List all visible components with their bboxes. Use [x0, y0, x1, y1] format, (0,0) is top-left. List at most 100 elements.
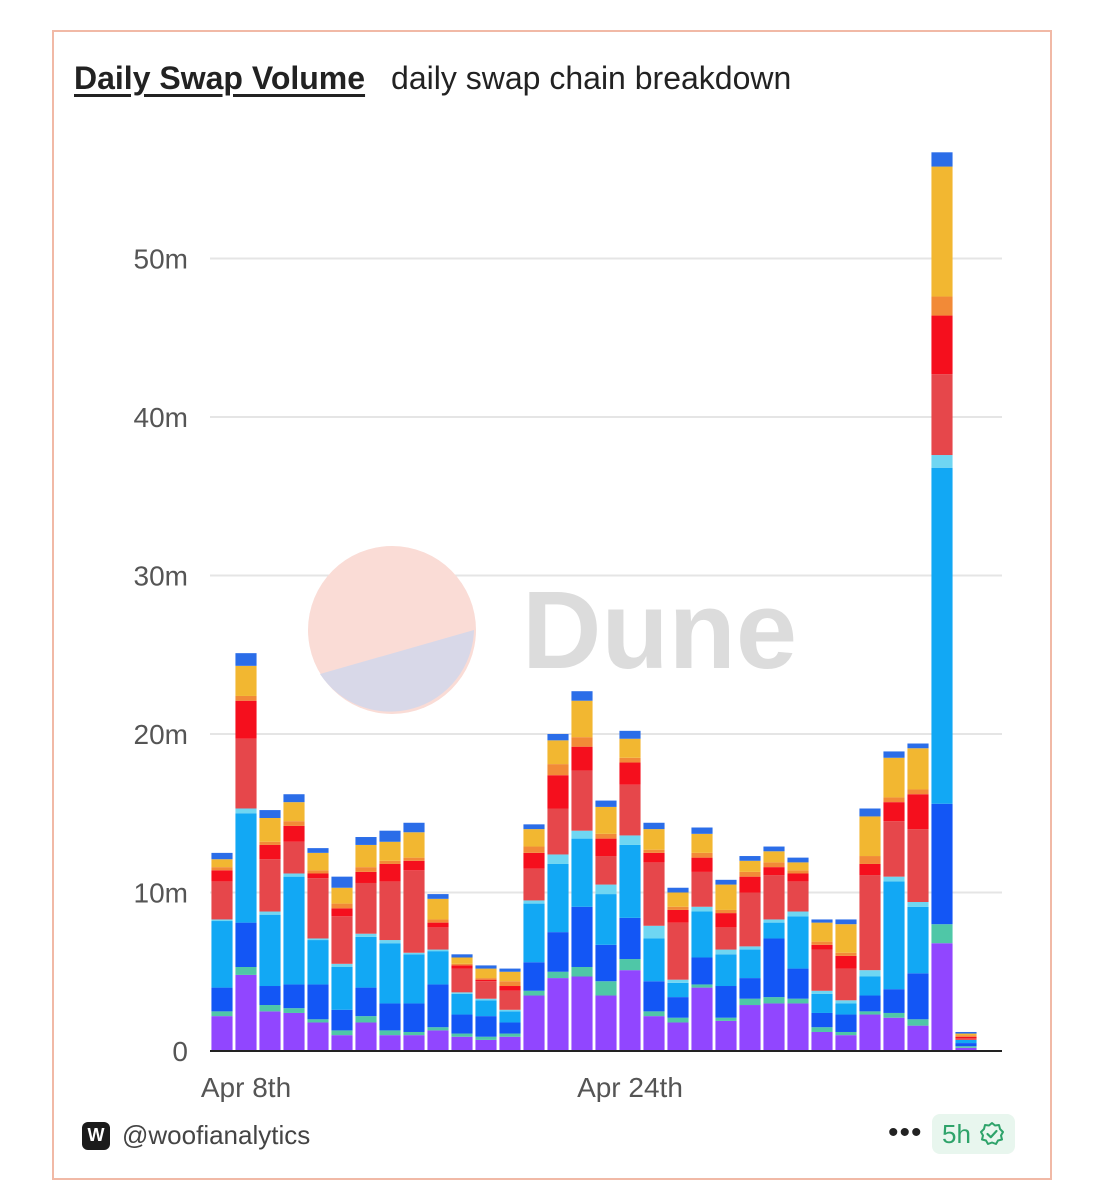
bar-segment: [547, 863, 569, 933]
bar-segment: [571, 770, 593, 831]
bar-segment: [763, 938, 785, 998]
bar-segment: [307, 873, 329, 879]
bar-segment: [547, 854, 569, 864]
bar-segment: [259, 986, 281, 1006]
bar-segment: [571, 700, 593, 738]
x-tick-label: Apr 24th: [577, 1072, 683, 1102]
bar-segment: [883, 757, 905, 798]
bar-segment: [547, 971, 569, 979]
bar-segment: [283, 984, 305, 1009]
bar-segment: [499, 1036, 521, 1052]
bar-segment: [595, 981, 617, 996]
bar-segment: [883, 1012, 905, 1018]
bar-segment: [523, 903, 545, 963]
bar-segment: [955, 1031, 977, 1034]
bar-segment: [643, 822, 665, 830]
bar-segment: [859, 970, 881, 977]
bar-segment: [955, 1036, 977, 1039]
bar-segment: [667, 909, 689, 923]
bar-segment: [619, 738, 641, 758]
bar-segment: [427, 949, 449, 952]
bar-segment: [835, 968, 857, 1001]
bar-segment: [715, 913, 737, 928]
bar-segment: [379, 830, 401, 842]
author-handle[interactable]: @woofianalytics: [122, 1120, 311, 1150]
bar-segment: [475, 1016, 497, 1037]
bar-segment: [235, 700, 257, 739]
bar-segment: [307, 938, 329, 941]
bar-segment: [427, 1027, 449, 1031]
bar-segment: [667, 982, 689, 998]
bar-segment: [619, 784, 641, 836]
verified-check-icon: [979, 1122, 1004, 1145]
bar-segment: [883, 802, 905, 822]
bar-segment: [835, 1000, 857, 1004]
y-tick-label: 0: [172, 1036, 188, 1067]
bar-segment: [763, 1003, 785, 1051]
bar-segment: [307, 940, 329, 985]
bar-segment: [547, 932, 569, 972]
bar-segment: [379, 1003, 401, 1031]
bar-segment: [331, 963, 353, 967]
bar-segment: [787, 911, 809, 917]
bar-segment: [907, 794, 929, 830]
dune-watermark: Dune: [308, 546, 797, 714]
bar-segment: [331, 876, 353, 888]
bar-segment: [931, 924, 953, 944]
bar-segment: [283, 841, 305, 874]
bar-segment: [331, 1030, 353, 1036]
bar-segment: [643, 1011, 665, 1017]
bar-segment: [211, 867, 233, 871]
bar-segment: [739, 860, 761, 872]
bar-segment: [787, 998, 809, 1004]
bar-segment: [859, 816, 881, 857]
bar-segment: [595, 995, 617, 1051]
bar-segment: [355, 1022, 377, 1051]
bar-segment: [451, 1036, 473, 1052]
bars: [211, 152, 977, 1052]
bar-segment: [547, 978, 569, 1051]
bar-segment: [835, 1014, 857, 1032]
bar-segment: [307, 1022, 329, 1051]
more-options-icon[interactable]: •••: [888, 1116, 923, 1149]
bar-segment: [571, 838, 593, 907]
bar-segment: [403, 1035, 425, 1051]
bar-segment: [235, 813, 257, 923]
stacked-bar-chart: Dune 0 10m 20m 30m 40m 50m Apr 8th Apr 24th: [134, 152, 1002, 1102]
bar-segment: [883, 821, 905, 877]
bar-segment: [475, 979, 497, 982]
bar-segment: [499, 1011, 521, 1023]
bar-segment: [907, 1025, 929, 1051]
bar-segment: [883, 751, 905, 758]
bar-segment: [355, 1016, 377, 1023]
bar-segment: [691, 857, 713, 872]
bar-segment: [403, 1031, 425, 1036]
bar-segment: [523, 990, 545, 996]
bar-segment: [259, 859, 281, 912]
bar-segment: [763, 846, 785, 852]
bar-segment: [523, 824, 545, 830]
chart-title-link[interactable]: Daily Swap Volume: [74, 60, 366, 96]
y-tick-label: 40m: [134, 402, 188, 433]
bar-segment: [691, 827, 713, 834]
bar-segment: [619, 970, 641, 1051]
bar-segment: [283, 794, 305, 803]
bar-segment: [715, 927, 737, 950]
bar-segment: [763, 851, 785, 863]
bar-segment: [235, 653, 257, 666]
bar-segment: [907, 906, 929, 974]
bar-segment: [835, 1031, 857, 1036]
bar-segment: [643, 981, 665, 1012]
bar-segment: [595, 838, 617, 857]
bar-segment: [691, 833, 713, 853]
freshness-badge[interactable]: 5h: [932, 1114, 1015, 1154]
bar-segment: [715, 909, 737, 914]
bar-segment: [499, 990, 521, 1010]
bar-segment: [355, 844, 377, 868]
bar-segment: [283, 825, 305, 842]
bar-segment: [691, 906, 713, 912]
bar-segment: [331, 887, 353, 904]
bar-segment: [307, 870, 329, 874]
bar-segment: [619, 917, 641, 960]
bar-segment: [499, 968, 521, 972]
